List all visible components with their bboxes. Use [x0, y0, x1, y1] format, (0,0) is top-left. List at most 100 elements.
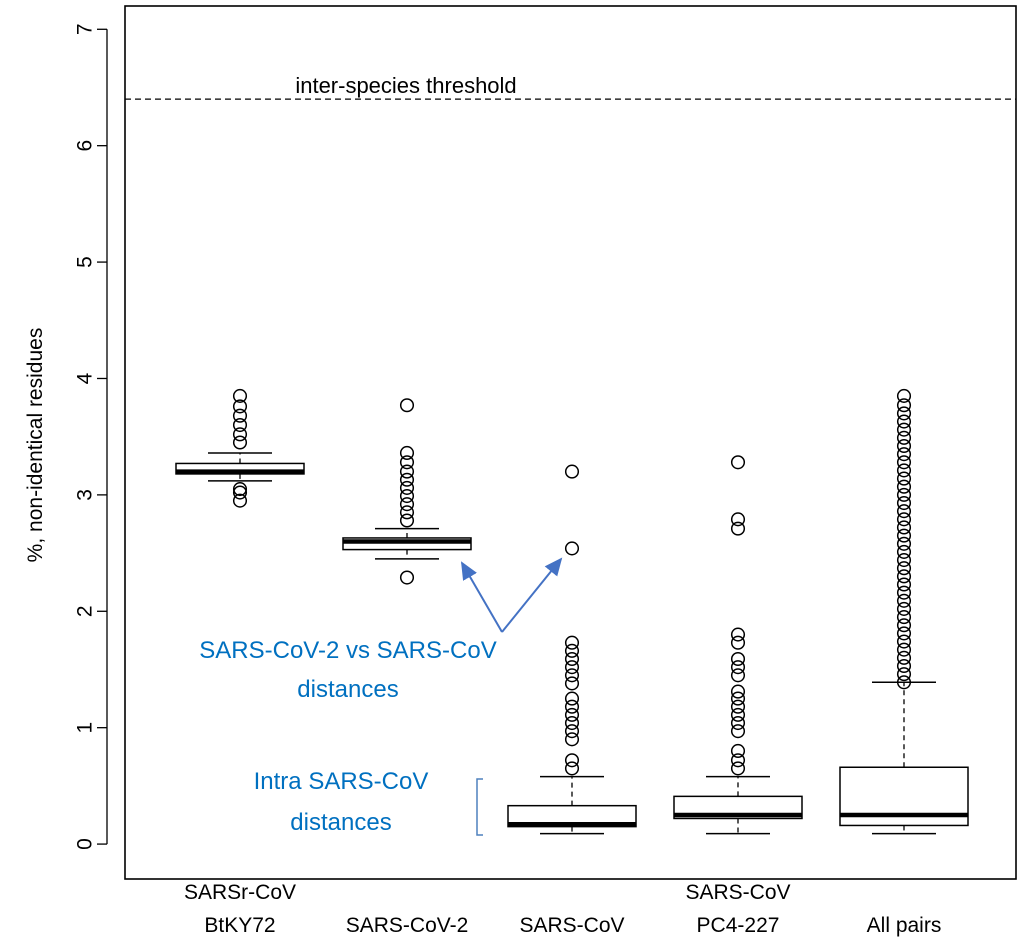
outlier-point	[730, 753, 746, 768]
outlier-point	[896, 577, 912, 592]
outlier-point	[896, 544, 912, 559]
outlier-point	[564, 691, 580, 706]
outlier-point	[896, 487, 912, 502]
outlier-point	[896, 634, 912, 649]
y-axis-label: %, non-identical residues	[24, 328, 47, 563]
outlier-point	[730, 684, 746, 699]
outlier-point	[896, 667, 912, 682]
outlier-point	[564, 643, 580, 658]
boxes-layer	[175, 388, 969, 835]
outlier-point	[399, 513, 415, 528]
x-tick-label: SARS-CoV-2	[346, 914, 469, 937]
outlier-point	[896, 422, 912, 437]
intra-sars-annotation-line-1: Intra SARS-CoV	[254, 768, 429, 795]
outlier-point	[399, 570, 415, 585]
outlier-point	[896, 447, 912, 462]
outlier-point	[896, 658, 912, 674]
outlier-point	[564, 464, 580, 479]
outlier-point	[730, 627, 746, 642]
outlier-point	[232, 408, 248, 423]
x-axis-labels: SARSr-CoV BtKY72 SARS-CoV-2 SARS-CoV SARS-Co…	[184, 881, 941, 937]
outlier-point	[896, 593, 912, 608]
outlier-point	[896, 398, 912, 413]
outlier-point	[564, 676, 580, 691]
outlier-point	[896, 520, 912, 535]
outlier-point	[564, 724, 580, 739]
outlier-point	[399, 464, 415, 479]
outlier-point	[896, 642, 912, 657]
outlier-point	[896, 388, 912, 403]
outlier-point	[896, 675, 912, 690]
y-tick-label: 0	[73, 838, 96, 850]
outlier-point	[896, 585, 912, 600]
outlier-point	[896, 512, 912, 527]
outlier-point	[232, 435, 248, 450]
y-axis: 0 1 2 3 4 5 6 7	[73, 23, 108, 850]
box-group	[175, 388, 305, 508]
x-tick-label: SARSr-CoV	[184, 881, 296, 904]
outlier-point	[399, 497, 415, 512]
x-tick-label: PC4-227	[697, 914, 780, 937]
x-tick-label: SARS-CoV	[519, 914, 624, 937]
box-iqr	[175, 462, 305, 475]
outlier-point	[896, 463, 912, 478]
box-iqr	[342, 537, 472, 551]
x-tick-label: SARS-CoV	[685, 881, 790, 904]
outlier-point	[896, 650, 912, 665]
intra-bracket	[476, 778, 483, 836]
outlier-point	[896, 561, 912, 576]
outlier-point	[399, 488, 415, 504]
threshold-label: inter-species threshold	[295, 73, 516, 98]
outlier-point	[564, 699, 580, 714]
outlier-point	[896, 406, 912, 421]
box-group	[839, 388, 969, 835]
outlier-point	[896, 455, 912, 470]
outlier-point	[399, 472, 415, 487]
outlier-point	[896, 471, 912, 486]
outlier-point	[730, 521, 746, 536]
x-tick-label: BtKY72	[204, 914, 275, 937]
outlier-point	[896, 569, 912, 584]
outlier-point	[896, 553, 912, 568]
outlier-point	[232, 417, 248, 433]
outlier-point	[730, 743, 746, 759]
outlier-point	[564, 651, 580, 667]
y-tick-label: 6	[73, 140, 96, 152]
outlier-point	[896, 430, 912, 445]
outlier-point	[730, 724, 746, 739]
y-tick-label: 2	[73, 605, 96, 617]
box-group	[342, 398, 472, 585]
outlier-point	[896, 601, 912, 617]
outlier-point	[896, 504, 912, 519]
box-group	[507, 464, 637, 835]
outlier-point	[399, 445, 415, 461]
outlier-point	[730, 715, 746, 731]
outlier-point	[896, 618, 912, 633]
outlier-point	[730, 455, 746, 470]
outlier-point	[896, 626, 912, 641]
sars2-vs-sars-annotation-line-1: SARS-CoV-2 vs SARS-CoV	[199, 637, 496, 664]
y-tick-label: 5	[73, 256, 96, 268]
box-group	[673, 455, 803, 835]
outlier-point	[564, 761, 580, 776]
outlier-point	[896, 479, 912, 494]
outlier-point	[399, 480, 415, 495]
outlier-point	[896, 495, 912, 511]
outlier-point	[232, 399, 248, 414]
outlier-point	[232, 427, 248, 442]
outlier-point	[564, 541, 580, 556]
outlier-point	[232, 493, 248, 508]
outlier-point	[730, 660, 746, 675]
plot-frame	[124, 5, 1017, 880]
outlier-point	[232, 482, 248, 497]
arrow-to-sars2-box	[460, 561, 503, 633]
outlier-point	[730, 635, 746, 650]
outlier-point	[730, 512, 746, 527]
outlier-point	[896, 610, 912, 625]
x-tick-label: All pairs	[867, 914, 942, 937]
arrow-to-sars-outlier	[501, 557, 563, 633]
outlier-point	[564, 753, 580, 768]
outlier-point	[564, 635, 580, 650]
outlier-point	[564, 660, 580, 675]
